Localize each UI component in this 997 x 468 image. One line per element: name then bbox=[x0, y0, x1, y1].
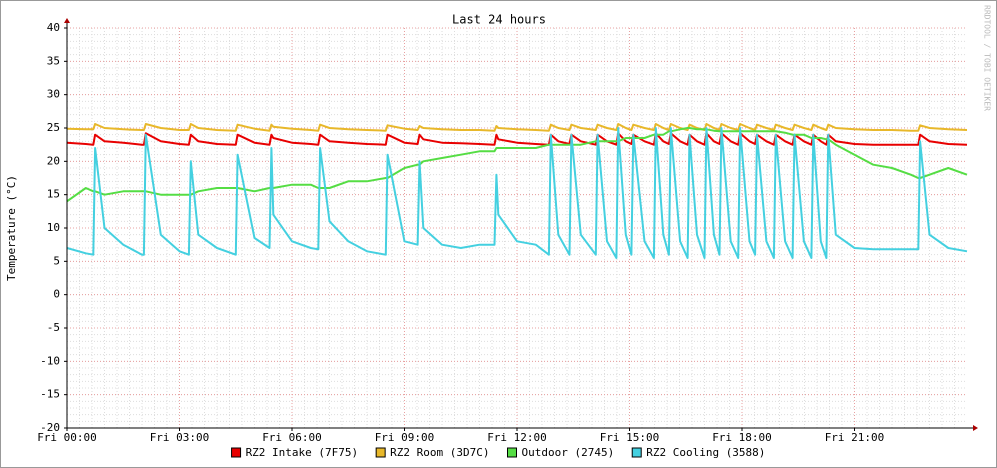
legend-label: RZ2 Intake (7F75) bbox=[246, 446, 359, 459]
watermark: RRDTOOL / TOBI OETIKER bbox=[983, 5, 992, 111]
y-tick-label: 25 bbox=[47, 121, 60, 134]
x-tick-label: Fri 03:00 bbox=[150, 431, 210, 444]
chart-title: Last 24 hours bbox=[452, 13, 546, 27]
y-tick-label: -20 bbox=[40, 421, 60, 434]
series-line bbox=[66, 127, 968, 259]
y-arrow bbox=[64, 18, 70, 23]
y-tick-label: -15 bbox=[40, 388, 60, 401]
y-tick-label: 0 bbox=[53, 288, 60, 301]
lines bbox=[66, 123, 968, 259]
y-tick-label: 5 bbox=[53, 254, 60, 267]
x-tick-label: Fri 12:00 bbox=[487, 431, 547, 444]
x-tick-label: Fri 21:00 bbox=[825, 431, 885, 444]
x-arrow bbox=[973, 425, 978, 431]
axes bbox=[64, 18, 978, 431]
y-tick-label: 10 bbox=[47, 221, 60, 234]
legend-swatch bbox=[507, 447, 517, 458]
y-tick-label: -10 bbox=[40, 354, 60, 367]
x-tick-label: Fri 00:00 bbox=[37, 431, 97, 444]
legend-label: RZ2 Room (3D7C) bbox=[390, 446, 489, 459]
x-tick-label: Fri 09:00 bbox=[375, 431, 435, 444]
y-tick-label: 20 bbox=[47, 154, 60, 167]
legend-label: RZ2 Cooling (3588) bbox=[646, 446, 765, 459]
legend-swatch bbox=[375, 447, 386, 458]
y-tick-label: 15 bbox=[47, 188, 60, 201]
legend-swatch bbox=[231, 447, 242, 458]
series-line bbox=[66, 123, 968, 132]
y-tick-label: 30 bbox=[47, 88, 60, 101]
y-tick-label: -5 bbox=[47, 321, 60, 334]
legend-swatch bbox=[631, 447, 642, 458]
x-tick-label: Fri 15:00 bbox=[600, 431, 660, 444]
legend: RZ2 Intake (7F75) RZ2 Room (3D7C) Outdoor … bbox=[231, 446, 765, 459]
y-tick-label: 40 bbox=[47, 21, 60, 34]
y-tick-label: 35 bbox=[47, 54, 60, 67]
x-tick-label: Fri 18:00 bbox=[712, 431, 772, 444]
grid bbox=[66, 27, 967, 429]
y-axis-label: Temperature (°C) bbox=[5, 175, 18, 281]
x-tick-label: Fri 06:00 bbox=[262, 431, 322, 444]
legend-label: Outdoor (2745) bbox=[522, 446, 615, 459]
